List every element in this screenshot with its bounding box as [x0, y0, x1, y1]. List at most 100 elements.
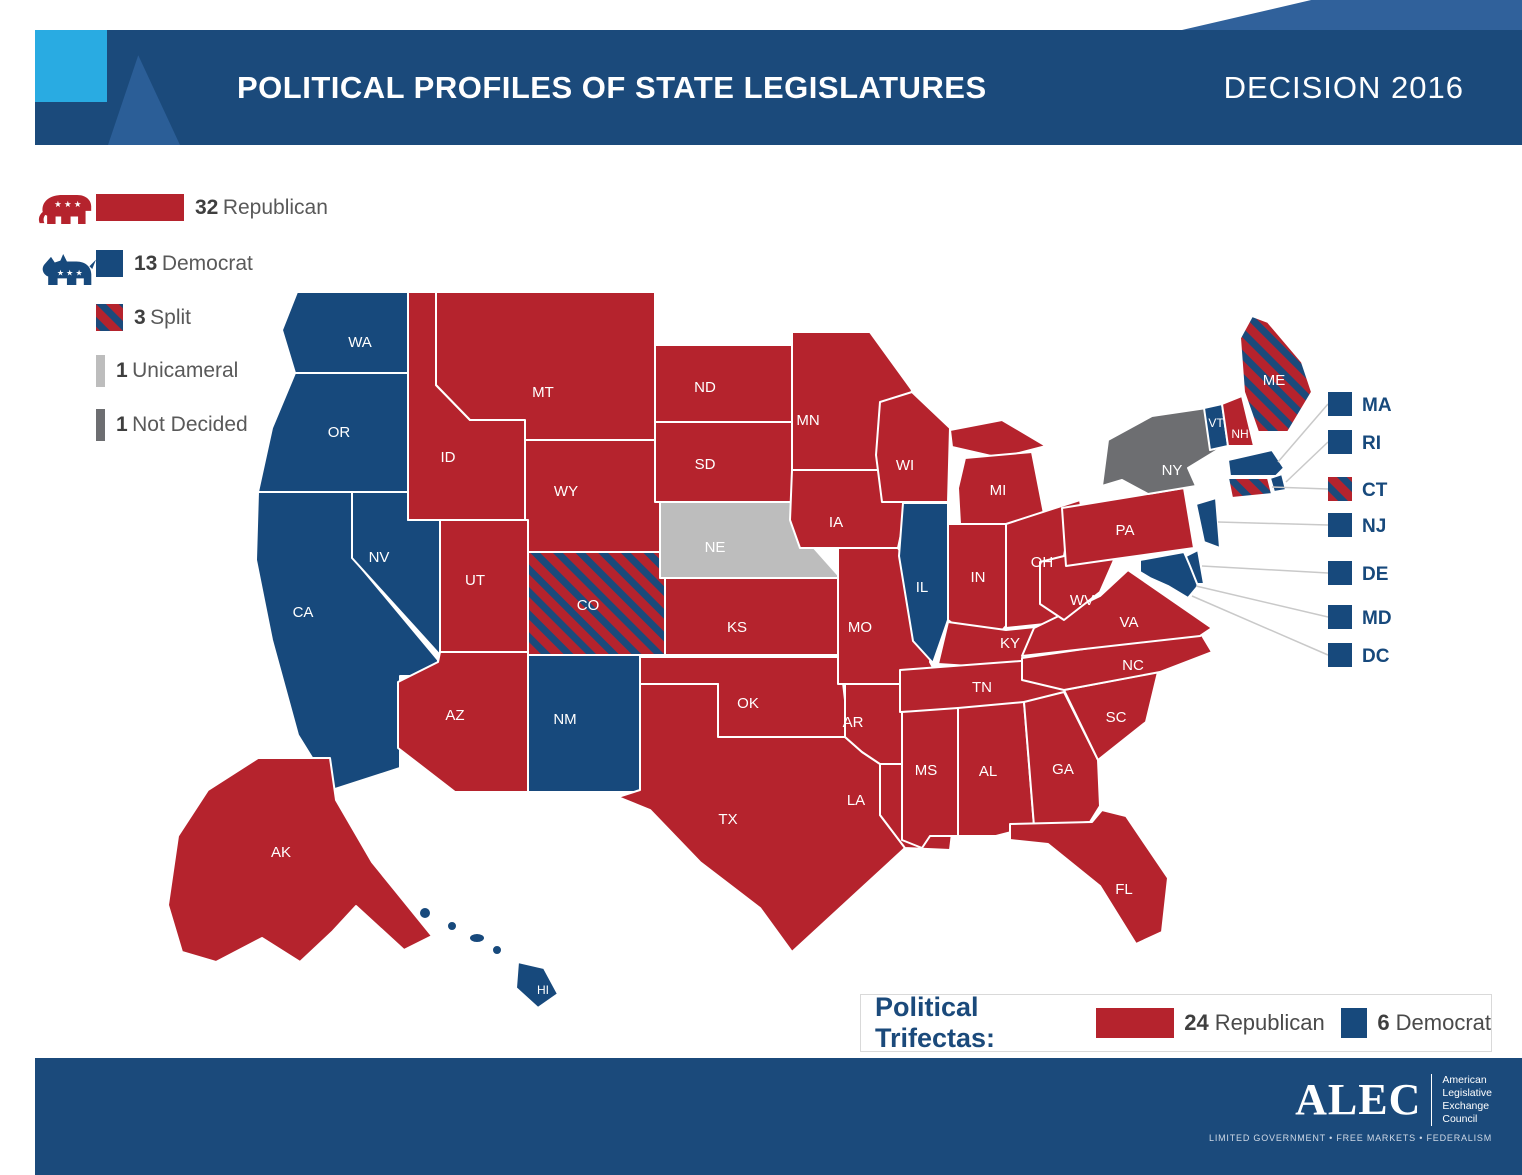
state-ak [167, 757, 433, 963]
trifectas-title: Political Trifectas: [875, 992, 996, 1053]
state-label-ok: OK [737, 695, 759, 712]
state-label-ks: KS [727, 619, 747, 636]
state-label-vt: VT [1208, 416, 1224, 430]
state-label-nv: NV [369, 549, 390, 566]
callout-swatch-de [1328, 561, 1352, 585]
legend-unicameral-label: Unicameral [132, 359, 239, 382]
state-hi-island [446, 920, 458, 932]
state-label-wi: WI [896, 457, 914, 474]
states-layer [167, 291, 1313, 1009]
republican-swatch [96, 194, 184, 221]
state-label-tn: TN [972, 679, 992, 696]
state-nd [654, 344, 793, 423]
state-ny [1101, 405, 1225, 495]
callout-label-md: MD [1362, 608, 1392, 629]
state-wi [875, 391, 951, 503]
state-label-az: AZ [445, 707, 464, 724]
legend-unicameral-count: 1 [116, 359, 128, 382]
state-md [1139, 551, 1199, 599]
state-label-id: ID [441, 449, 456, 466]
alec-org-line: American [1442, 1074, 1487, 1086]
state-fl [1009, 809, 1169, 945]
legend-split-label: Split [150, 305, 191, 329]
state-sd [654, 421, 793, 503]
state-label-ca: CA [293, 604, 314, 621]
alec-logo-divider [1431, 1074, 1433, 1126]
state-label-hi: HI [537, 983, 549, 997]
trifectas-republican-count: 24 [1184, 1010, 1209, 1035]
legend-not-decided-label: Not Decided [132, 413, 248, 436]
state-label-ak: AK [271, 844, 291, 861]
callout-label-ma: MA [1362, 395, 1392, 416]
state-hi-island [468, 932, 486, 944]
state-label-mt: MT [532, 384, 554, 401]
callout-label-ct: CT [1362, 480, 1388, 501]
legend-republican-count: 32 [195, 195, 219, 219]
trifectas-republican-swatch [1096, 1008, 1175, 1038]
edition-label: DECISION 2016 [1223, 70, 1464, 105]
republican-elephant-icon: ★ ★ ★ [34, 186, 94, 237]
state-label-wv: WV [1070, 592, 1094, 609]
alec-org-name: American Legislative Exchange Council [1442, 1074, 1492, 1126]
state-label-nd: ND [694, 379, 716, 396]
callout-line-md [1195, 585, 1329, 618]
split-swatch [96, 304, 123, 331]
donkey-stars: ★ ★ ★ [57, 269, 83, 278]
state-ri [1269, 473, 1287, 493]
state-label-ky: KY [1000, 635, 1020, 652]
alec-org-line: Legislative [1442, 1087, 1492, 1099]
democrat-swatch [96, 250, 123, 277]
state-nh [1221, 395, 1255, 447]
callout-label-nj: NJ [1362, 516, 1386, 537]
state-label-ms: MS [915, 762, 938, 779]
state-label-ia: IA [829, 514, 843, 531]
state-label-mo: MO [848, 619, 872, 636]
state-label-ar: AR [843, 714, 864, 731]
callout-column: MA RI CT NJ DE MD DC [1328, 392, 1392, 667]
state-label-tx: TX [718, 811, 737, 828]
state-label-la: LA [847, 792, 865, 809]
callout-swatch-ma [1328, 392, 1352, 416]
callout-line-ct [1271, 486, 1329, 490]
alec-org-line: Council [1442, 1113, 1478, 1125]
callout-line-nj [1217, 521, 1329, 526]
trifectas-democrat-label: Democrat [1395, 1010, 1491, 1035]
state-label-nc: NC [1122, 657, 1144, 674]
unicameral-swatch [96, 355, 105, 387]
state-label-fl: FL [1115, 881, 1133, 898]
state-ct [1227, 477, 1273, 499]
state-label-ga: GA [1052, 761, 1074, 778]
trifectas-democrat-swatch [1340, 1008, 1368, 1038]
header-band [35, 30, 1522, 145]
callout-line-ri [1285, 441, 1329, 483]
state-wy [524, 439, 661, 553]
elephant-stars: ★ ★ ★ [54, 199, 81, 209]
state-label-co: CO [577, 597, 600, 614]
callout-swatch-nj [1328, 513, 1352, 537]
legend-row-democrat: 13 Democrat [96, 250, 253, 277]
header-logo-square [35, 30, 107, 102]
state-label-wy: WY [554, 483, 578, 500]
state-wa [281, 291, 409, 374]
state-label-mn: MN [796, 412, 819, 429]
state-nm [527, 654, 641, 793]
state-label-mi: MI [990, 482, 1007, 499]
callout-label-ri: RI [1362, 433, 1381, 454]
callout-swatch-dc [1328, 643, 1352, 667]
trifectas-republican-label: Republican [1214, 1010, 1325, 1035]
state-label-oh: OH [1031, 554, 1054, 571]
state-label-sd: SD [695, 456, 716, 473]
state-label-il: IL [916, 579, 929, 596]
state-nj [1195, 497, 1221, 549]
callout-line-dc [1191, 595, 1329, 656]
political-trifectas-box: Political Trifectas: 24 Republican 6 Dem… [860, 992, 1492, 1053]
state-va [1021, 569, 1213, 657]
legend-row-unicameral: 1 Unicameral [96, 355, 238, 387]
democrat-donkey-icon: ★ ★ ★ [36, 246, 96, 297]
legend-not-decided-count: 1 [116, 413, 128, 436]
state-label-wa: WA [348, 334, 372, 351]
callout-label-de: DE [1362, 564, 1388, 585]
state-label-pa: PA [1116, 522, 1135, 539]
